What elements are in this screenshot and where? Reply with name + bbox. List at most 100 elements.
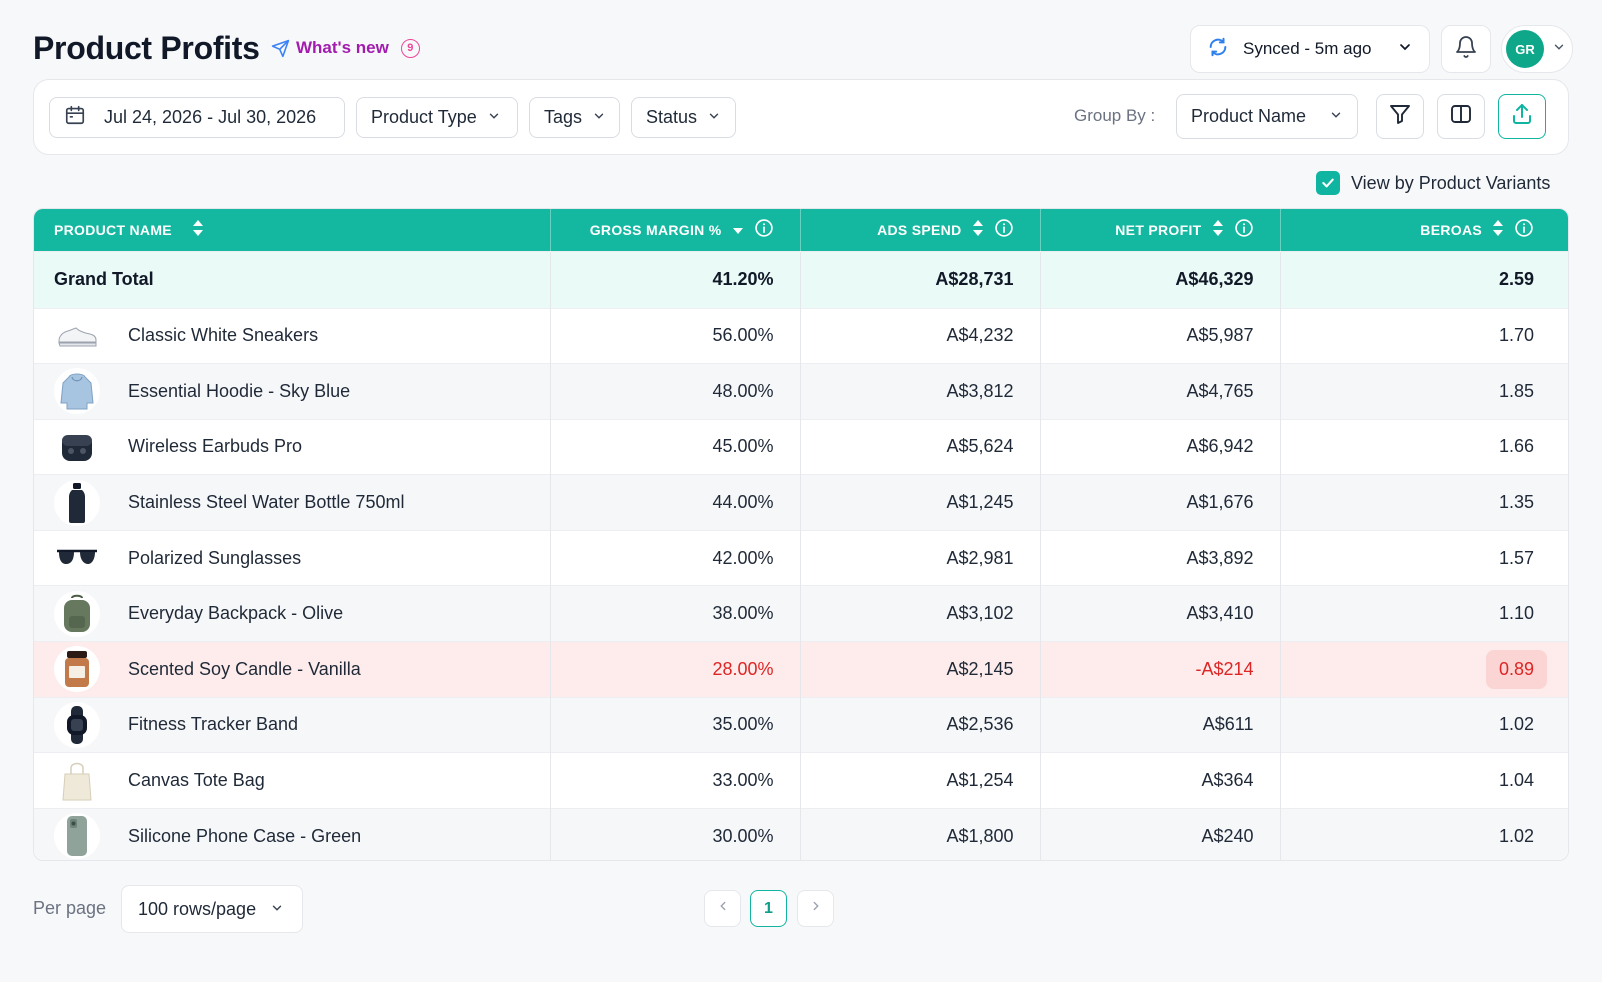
net-profit-value: A$3,892 bbox=[1186, 547, 1254, 568]
info-icon[interactable] bbox=[1514, 218, 1534, 241]
gross-margin-cell: 44.00% bbox=[550, 474, 801, 531]
group-by-select[interactable]: Product Name bbox=[1176, 94, 1358, 139]
product-name[interactable]: Silicone Phone Case - Green bbox=[128, 825, 362, 846]
product-name[interactable]: Fitness Tracker Band bbox=[128, 714, 299, 735]
product-name-cell: Fitness Tracker Band bbox=[34, 696, 551, 753]
beroas-cell: 1.66 bbox=[1280, 418, 1568, 475]
gross-margin-value: 44.00% bbox=[712, 492, 774, 513]
status-filter[interactable]: Status bbox=[631, 97, 736, 138]
gross-margin-cell: 30.00% bbox=[550, 807, 801, 860]
table-row[interactable]: Classic White Sneakers 56.00% A$4,232 A$5,9… bbox=[34, 307, 1568, 364]
sunglasses-icon bbox=[54, 535, 100, 582]
grand-total-beroas: 2.59 bbox=[1280, 250, 1568, 308]
sync-status-dropdown[interactable]: Synced - 5m ago bbox=[1190, 25, 1430, 73]
net-profit-value: A$240 bbox=[1201, 825, 1254, 846]
sort-icon[interactable] bbox=[972, 219, 984, 240]
table-row[interactable]: Essential Hoodie - Sky Blue 48.00% A$3,812… bbox=[34, 363, 1568, 420]
checkbox-checked[interactable] bbox=[1316, 171, 1340, 195]
upload-icon bbox=[1510, 102, 1534, 131]
info-icon[interactable] bbox=[1234, 218, 1254, 241]
column-label: GROSS MARGIN % bbox=[589, 221, 722, 238]
product-name[interactable]: Polarized Sunglasses bbox=[128, 547, 302, 568]
grand-total-ads-spend: A$28,731 bbox=[800, 250, 1041, 308]
view-by-variants-toggle[interactable]: View by Product Variants bbox=[1316, 171, 1550, 195]
grand-total-row: Grand Total 41.20% A$28,731 A$46,329 2.5… bbox=[34, 250, 1568, 308]
next-page-button[interactable] bbox=[797, 890, 834, 927]
date-range-picker[interactable]: Jul 24, 2026 - Jul 30, 2026 bbox=[49, 97, 345, 138]
table-row[interactable]: Stainless Steel Water Bottle 750ml 44.00%… bbox=[34, 474, 1568, 531]
grand-total-net-profit: A$46,329 bbox=[1040, 250, 1281, 308]
ads-spend-cell: A$2,981 bbox=[800, 529, 1041, 586]
column-header-gross-margin[interactable]: GROSS MARGIN % bbox=[550, 209, 801, 251]
whats-new-count-badge: 9 bbox=[400, 38, 420, 58]
product-name[interactable]: Essential Hoodie - Sky Blue bbox=[128, 380, 351, 401]
filter-button[interactable] bbox=[1376, 94, 1424, 139]
product-name[interactable]: Wireless Earbuds Pro bbox=[128, 436, 303, 457]
beroas-value: 1.35 bbox=[1498, 492, 1534, 513]
column-header-ads-spend[interactable]: ADS SPEND bbox=[800, 209, 1041, 251]
chevron-down-icon bbox=[1397, 39, 1413, 60]
table-row[interactable]: Scented Soy Candle - Vanilla 28.00% A$2,14… bbox=[34, 641, 1568, 698]
net-profit-value: A$5,987 bbox=[1186, 325, 1254, 346]
columns-button[interactable] bbox=[1437, 94, 1485, 139]
ads-spend-cell: A$2,145 bbox=[800, 641, 1041, 698]
beroas-cell: 1.02 bbox=[1280, 807, 1568, 860]
beroas-value: 1.04 bbox=[1498, 770, 1534, 791]
net-profit-value: A$611 bbox=[1202, 714, 1254, 735]
export-button[interactable] bbox=[1498, 94, 1546, 139]
sneaker-icon bbox=[54, 312, 100, 359]
send-icon bbox=[271, 39, 290, 58]
product-name-cell: Essential Hoodie - Sky Blue bbox=[34, 363, 551, 420]
product-name-cell: Scented Soy Candle - Vanilla bbox=[34, 641, 551, 698]
sort-icon[interactable] bbox=[192, 219, 204, 240]
net-profit-cell: A$6,942 bbox=[1040, 418, 1281, 475]
net-profit-cell: A$611 bbox=[1040, 696, 1281, 753]
product-name[interactable]: Classic White Sneakers bbox=[128, 325, 319, 346]
table-row[interactable]: Wireless Earbuds Pro 45.00% A$5,624 A$6,942… bbox=[34, 418, 1568, 475]
product-name[interactable]: Everyday Backpack - Olive bbox=[128, 603, 344, 624]
beroas-cell: 1.10 bbox=[1280, 585, 1568, 642]
page-title: Product Profits bbox=[33, 30, 260, 66]
net-profit-value: A$6,942 bbox=[1186, 436, 1254, 457]
notifications-button[interactable] bbox=[1441, 25, 1491, 73]
info-icon[interactable] bbox=[754, 218, 774, 241]
net-profit-cell: A$3,892 bbox=[1040, 529, 1281, 586]
view-by-variants-label: View by Product Variants bbox=[1351, 172, 1551, 193]
prev-page-button[interactable] bbox=[704, 890, 741, 927]
chevron-right-icon bbox=[809, 899, 823, 918]
net-profit-value: A$1,676 bbox=[1186, 492, 1254, 513]
tote-icon bbox=[54, 757, 100, 804]
group-by-label: Group By : bbox=[1074, 106, 1156, 125]
whats-new-link[interactable]: What's new 9 bbox=[271, 38, 420, 58]
product-name-cell: Canvas Tote Bag bbox=[34, 752, 551, 809]
info-icon[interactable] bbox=[994, 218, 1014, 241]
product-name[interactable]: Scented Soy Candle - Vanilla bbox=[128, 658, 361, 679]
column-label: PRODUCT NAME bbox=[54, 221, 172, 238]
beroas-value: 1.70 bbox=[1498, 325, 1534, 346]
product-name-cell: Everyday Backpack - Olive bbox=[34, 585, 551, 642]
table-row[interactable]: Silicone Phone Case - Green 30.00% A$1,800… bbox=[34, 807, 1568, 860]
status-label: Status bbox=[646, 107, 698, 127]
column-header-net-profit[interactable]: NET PROFIT bbox=[1040, 209, 1281, 251]
product-type-filter[interactable]: Product Type bbox=[356, 97, 518, 138]
table-row[interactable]: Fitness Tracker Band 35.00% A$2,536 A$611 1.… bbox=[34, 696, 1568, 753]
sort-icon[interactable] bbox=[1492, 219, 1504, 240]
table-row[interactable]: Everyday Backpack - Olive 38.00% A$3,102 A$… bbox=[34, 585, 1568, 642]
product-name[interactable]: Canvas Tote Bag bbox=[128, 770, 265, 791]
tags-filter[interactable]: Tags bbox=[529, 97, 620, 138]
product-name[interactable]: Stainless Steel Water Bottle 750ml bbox=[128, 492, 405, 513]
sort-descending-icon[interactable] bbox=[732, 222, 744, 238]
account-menu[interactable]: GR bbox=[1501, 25, 1573, 73]
table-row[interactable]: Polarized Sunglasses 42.00% A$2,981 A$3,892… bbox=[34, 529, 1568, 586]
phone-case-icon bbox=[54, 813, 100, 860]
per-page-select[interactable]: 100 rows/page bbox=[121, 885, 303, 933]
column-header-beroas[interactable]: BEROAS bbox=[1280, 209, 1568, 251]
per-page-value: 100 rows/page bbox=[138, 898, 257, 919]
beroas-value: 1.02 bbox=[1498, 825, 1534, 846]
page-button-current[interactable]: 1 bbox=[750, 890, 787, 927]
avatar: GR bbox=[1506, 30, 1544, 68]
ads-spend-cell: A$3,812 bbox=[800, 363, 1041, 420]
sort-icon[interactable] bbox=[1212, 219, 1224, 240]
column-header-product-name[interactable]: PRODUCT NAME bbox=[34, 209, 551, 251]
table-row[interactable]: Canvas Tote Bag 33.00% A$1,254 A$364 1.04 bbox=[34, 752, 1568, 809]
